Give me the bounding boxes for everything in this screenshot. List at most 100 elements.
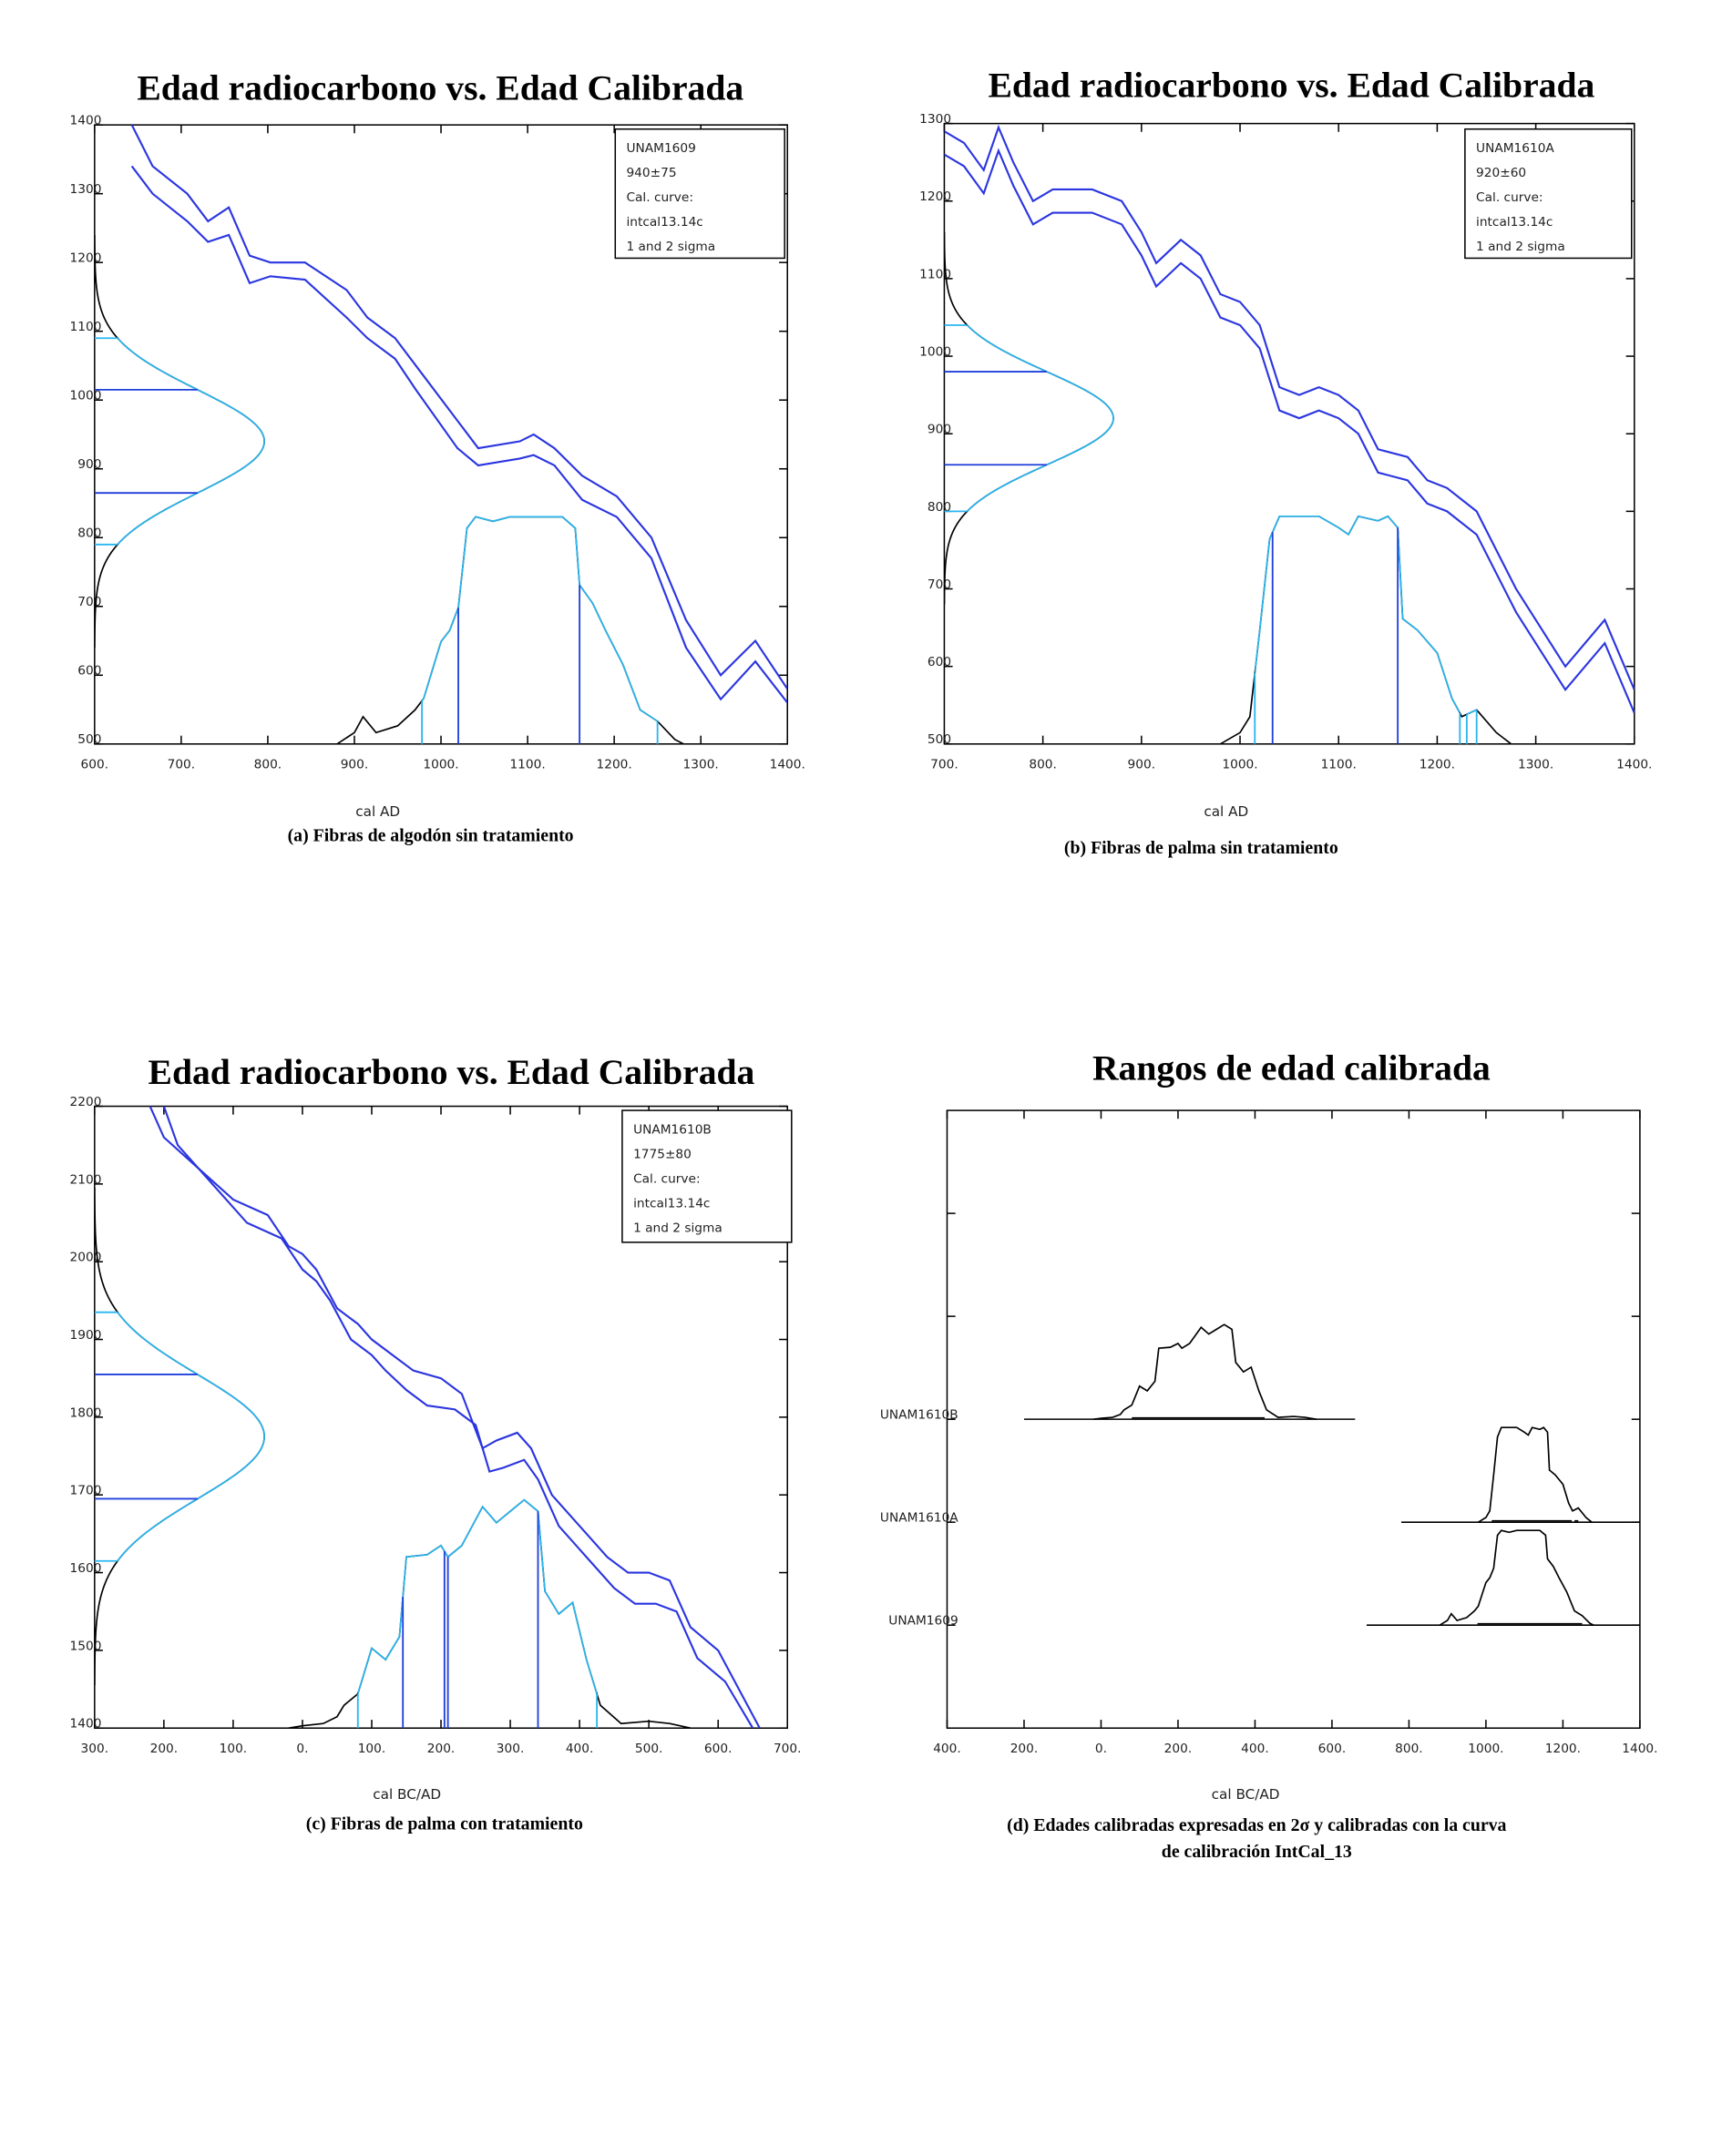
legend-text: 1 and 2 sigma (633, 1221, 723, 1235)
calibration-curve (130, 125, 788, 690)
y-tick-label: 1900 (70, 1328, 102, 1343)
measurement-gaussian (94, 234, 265, 649)
calibration-curve (944, 148, 1635, 714)
measurement-gaussian-2sigma (117, 1312, 265, 1561)
x-tick-label: 0. (296, 1742, 308, 1756)
y-tick-label: 700 (928, 577, 951, 592)
x-tick-label: 400. (1241, 1742, 1269, 1756)
x-tick-label: 400. (566, 1742, 594, 1756)
y-tick-label: 2100 (70, 1172, 102, 1187)
calibrated-distribution (288, 1498, 691, 1730)
x-tick-label: 600. (704, 1742, 733, 1756)
x-tick-label: 200. (1010, 1742, 1039, 1756)
calibration-curve (944, 124, 1635, 690)
x-tick-label: 300. (497, 1742, 525, 1756)
y-tick-label: 600 (77, 664, 101, 679)
legend-text: UNAM1609 (626, 141, 695, 156)
x-tick-label: 100. (220, 1742, 248, 1756)
x-tick-label: 1400. (1622, 1742, 1657, 1756)
y-tick-label: 500 (77, 732, 101, 747)
x-tick-label: 1100. (509, 758, 545, 772)
measurement-gaussian (944, 231, 1114, 605)
y-tick-label: 2000 (70, 1251, 102, 1265)
legend-text: intcal13.14c (626, 215, 702, 230)
row-distribution (1478, 1426, 1593, 1523)
x-tick-label: 1400. (770, 758, 805, 772)
legend-text: Cal. curve: (626, 190, 693, 205)
legend-box (1464, 128, 1633, 260)
calibrated-distribution-2sigma (1466, 709, 1477, 716)
x-tick-label: 400. (933, 1742, 961, 1756)
y-tick-label: 900 (928, 423, 951, 437)
y-tick-label: 1300 (70, 182, 102, 197)
legend-text: 1 and 2 sigma (626, 240, 715, 254)
y-tick-label: 1700 (70, 1484, 102, 1498)
x-tick-label: 1200. (1420, 758, 1455, 772)
y-tick-label: 1800 (70, 1405, 102, 1420)
x-tick-label: 900. (341, 758, 369, 772)
legend-text: 920±60 (1476, 166, 1526, 180)
x-tick-label: 100. (358, 1742, 386, 1756)
chart-title: Edad radiocarbono vs. Edad Calibrada (137, 68, 743, 108)
x-tick-label: 800. (254, 758, 282, 772)
x-tick-label: 300. (81, 1742, 109, 1756)
y-tick-label: 600 (928, 655, 951, 669)
legend-box (614, 128, 785, 260)
y-tick-label: 1100 (919, 267, 951, 281)
legend-text: Cal. curve: (633, 1171, 700, 1186)
y-tick-label: 1100 (70, 320, 102, 334)
y-tick-label: 1400 (70, 1717, 102, 1732)
caption: (d) Edades calibradas expresadas en 2σ y… (1007, 1815, 1506, 1835)
measurement-gaussian-2sigma (966, 325, 1114, 512)
y-tick-label: 500 (928, 732, 951, 747)
chart-title: Edad radiocarbono vs. Edad Calibrada (988, 66, 1594, 106)
legend-text: 1775±80 (633, 1147, 692, 1161)
x-tick-label: 200. (427, 1742, 456, 1756)
measurement-gaussian (94, 1188, 265, 1686)
x-tick-label: 1200. (1545, 1742, 1581, 1756)
y-tick-label: UNAM1609 (888, 1614, 958, 1629)
legend-text: Cal. curve: (1476, 190, 1543, 205)
calibration-curve (162, 1106, 754, 1729)
calibrated-distribution (1219, 515, 1512, 745)
legend-text: intcal13.14c (1476, 215, 1553, 230)
x-tick-label: 900. (1128, 758, 1156, 772)
x-tick-label: 200. (1164, 1742, 1193, 1756)
y-tick-label: 1200 (70, 251, 102, 266)
x-tick-label: 800. (1029, 758, 1057, 772)
y-tick-label: UNAM1610A (880, 1511, 958, 1526)
legend-text: 940±75 (626, 166, 676, 180)
calibrated-distribution (336, 516, 684, 745)
caption: de calibración IntCal_13 (1162, 1842, 1352, 1862)
x-axis-label: cal BC/AD (373, 1786, 441, 1803)
x-tick-label: 1200. (597, 758, 632, 772)
x-tick-label: 600. (81, 758, 109, 772)
y-tick-label: 800 (928, 500, 951, 515)
calibrated-distribution-2sigma (1255, 515, 1461, 715)
y-tick-label: 1000 (70, 389, 102, 404)
y-tick-label: 1500 (70, 1639, 102, 1653)
x-tick-label: 1000. (423, 758, 458, 772)
x-tick-label: 800. (1395, 1742, 1423, 1756)
chart-title: Edad radiocarbono vs. Edad Calibrada (149, 1052, 755, 1092)
x-tick-label: 1000. (1222, 758, 1257, 772)
y-tick-label: 1600 (70, 1561, 102, 1576)
y-tick-label: 1200 (919, 189, 951, 204)
calibrated-distribution-2sigma (422, 516, 658, 723)
x-tick-label: 500. (635, 1742, 663, 1756)
legend-text: 1 and 2 sigma (1476, 240, 1565, 254)
x-tick-label: 0. (1095, 1742, 1107, 1756)
x-tick-label: 200. (150, 1742, 179, 1756)
y-tick-label: 1400 (70, 114, 102, 128)
caption: (a) Fibras de algodón sin tratamiento (288, 825, 574, 845)
legend-text: UNAM1610A (1476, 141, 1554, 156)
caption: (c) Fibras de palma con tratamiento (306, 1814, 583, 1834)
y-tick-label: 900 (77, 457, 101, 472)
x-axis-label: cal BC/AD (1212, 1786, 1280, 1803)
measurement-gaussian-2sigma (116, 338, 265, 545)
x-tick-label: 1000. (1468, 1742, 1503, 1756)
y-tick-label: 1000 (919, 344, 951, 359)
y-tick-label: 2200 (70, 1095, 102, 1109)
